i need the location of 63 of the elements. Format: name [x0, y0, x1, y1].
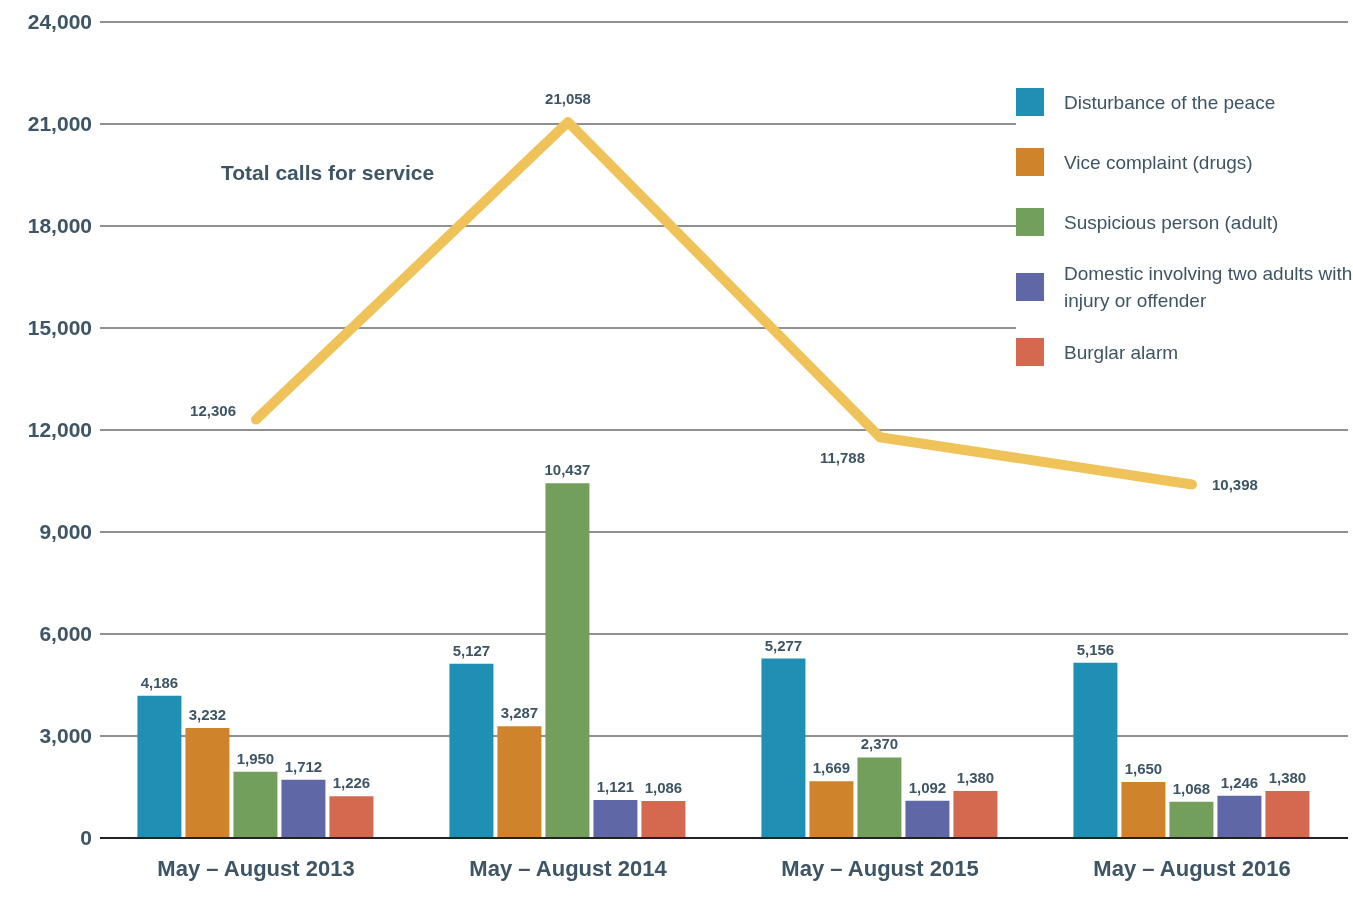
legend-label: Suspicious person (adult)	[1064, 210, 1279, 235]
bar	[1265, 791, 1310, 838]
data-label: 10,398	[1212, 476, 1258, 494]
data-label: 1,380	[956, 769, 995, 787]
legend-label: Vice complaint (drugs)	[1064, 150, 1253, 175]
data-label: 3,232	[188, 706, 227, 724]
data-label: 4,186	[140, 673, 179, 691]
legend-label: Disturbance of the peace	[1064, 90, 1276, 115]
x-tick-label: May – August 2014	[469, 855, 668, 881]
y-tick-label: 3,000	[39, 724, 92, 748]
y-tick-label: 6,000	[39, 622, 92, 646]
text: Total calls for service	[221, 160, 435, 184]
bar	[641, 801, 686, 838]
data-label: 10,437	[544, 461, 591, 479]
data-label: 2,370	[860, 735, 899, 753]
y-tick-label: 24,000	[27, 10, 92, 34]
data-label: 1,086	[644, 779, 683, 797]
bar	[1121, 781, 1166, 838]
data-label: 21,058	[545, 90, 591, 108]
y-tick-label: 9,000	[39, 520, 92, 544]
bar	[809, 781, 854, 838]
bar	[497, 726, 542, 838]
y-tick-label: 21,000	[27, 112, 92, 136]
data-label: 12,306	[190, 401, 236, 419]
data-label: 1,650	[1124, 759, 1163, 777]
bar	[857, 757, 902, 838]
y-tick-label: 0	[80, 826, 92, 850]
bar	[1169, 801, 1214, 838]
y-tick-label: 18,000	[27, 214, 92, 238]
bar	[449, 663, 494, 838]
data-label: 1,246	[1220, 773, 1259, 791]
bar	[137, 695, 182, 838]
data-label: 1,226	[332, 774, 371, 792]
x-tick-label: May – August 2015	[781, 855, 979, 881]
bar	[545, 483, 590, 838]
bar	[905, 800, 950, 838]
data-label: 1,092	[908, 778, 947, 796]
bar	[233, 771, 278, 838]
bar	[593, 799, 638, 838]
data-label: 1,950	[236, 749, 275, 767]
legend-label: Domestic involving two adults with injury or offender	[1064, 262, 1353, 313]
data-label: 1,712	[284, 757, 323, 775]
data-label: 11,788	[819, 449, 865, 467]
y-tick-label: 12,000	[27, 418, 92, 442]
x-tick-label: May – August 2013	[157, 855, 355, 881]
legend-label: Burglar alarm	[1064, 340, 1179, 365]
bar	[1073, 662, 1118, 838]
y-tick-label: 15,000	[27, 316, 92, 340]
data-label: 5,127	[452, 641, 491, 659]
data-label: 1,068	[1172, 779, 1211, 797]
data-label: 5,156	[1076, 640, 1115, 658]
bar	[761, 658, 806, 838]
bar	[185, 728, 230, 838]
data-label: 1,121	[596, 777, 635, 795]
data-label: 1,669	[812, 759, 851, 777]
x-tick-label: May – August 2016	[1093, 855, 1291, 881]
bar	[281, 779, 326, 838]
bar	[953, 791, 998, 838]
data-label: 1,380	[1268, 769, 1307, 787]
data-label: 3,287	[500, 704, 539, 722]
data-label: 5,277	[764, 636, 803, 654]
bar	[1217, 795, 1262, 838]
bar	[329, 796, 374, 838]
